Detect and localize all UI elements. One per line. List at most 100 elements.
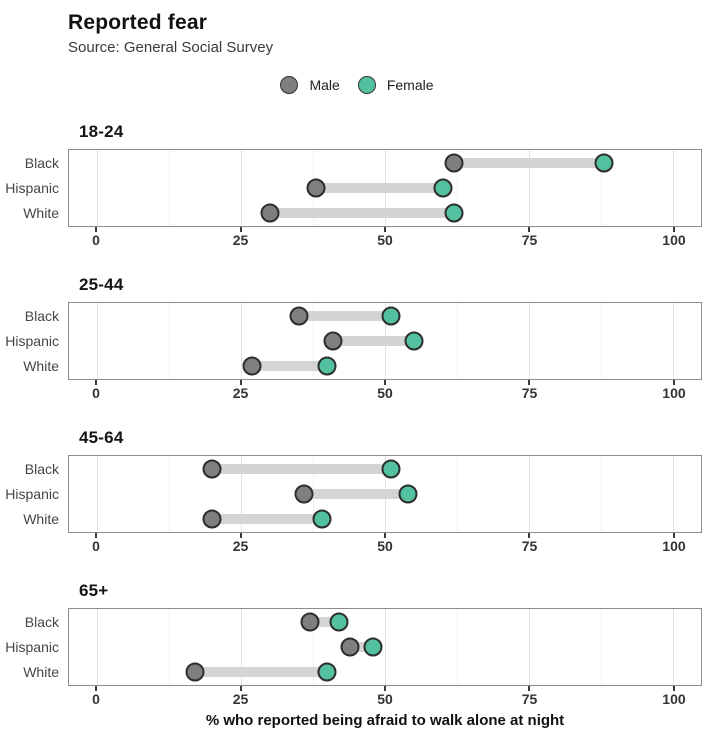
major-gridline (673, 456, 675, 532)
dumbbell-bar (298, 311, 391, 322)
panel (68, 302, 702, 380)
x-tick-mark (384, 533, 386, 538)
x-axis: 0 25 50 75 100 (68, 380, 702, 402)
dumbbell-bar (333, 336, 414, 346)
male-dot (340, 637, 360, 657)
x-axis: 0 25 50 75 100 (68, 227, 702, 249)
y-axis-label: White (23, 511, 59, 528)
x-tick-label: 50 (377, 385, 393, 401)
dumbbell-bar (304, 489, 409, 499)
y-axis-label: White (23, 205, 59, 222)
minor-gridline (168, 150, 170, 226)
x-tick-label: 100 (662, 691, 686, 707)
x-tick-label: 25 (232, 385, 249, 401)
major-gridline (673, 609, 675, 685)
x-axis-title: % who reported being afraid to walk alon… (205, 712, 565, 729)
x-tick-label: 50 (377, 538, 393, 554)
y-axis-label: Black (24, 613, 59, 630)
x-tick-mark (239, 227, 242, 232)
y-axis-label: Black (24, 307, 59, 324)
female-dot (317, 356, 337, 376)
male-dot (289, 306, 309, 326)
male-dot (260, 203, 280, 223)
male-dot (300, 612, 320, 632)
minor-gridline (457, 150, 459, 226)
male-dot (185, 662, 205, 682)
chart-subtitle: Source: General Social Survey (68, 39, 274, 56)
plot-row: Black Hispanic White (0, 149, 714, 227)
facet-block-45-64: 45-64 Black Hispanic White 0 25 50 75 100 (0, 427, 714, 555)
y-axis-label: Hispanic (5, 180, 59, 196)
x-tick-label: 0 (92, 385, 100, 401)
major-gridline (529, 456, 531, 532)
dumbbell-bar (310, 617, 339, 628)
x-tick-mark (384, 380, 386, 385)
x-tick-label: 100 (662, 538, 686, 554)
panel (68, 149, 702, 227)
y-axis-label: Hispanic (5, 333, 59, 349)
x-tick-mark (672, 686, 675, 691)
x-tick-label: 25 (232, 538, 249, 554)
facet-title: 65+ (79, 581, 109, 600)
facet-block-18-24: 18-24 Black Hispanic White 0 25 50 75 100 (0, 121, 714, 249)
plot-row: Black Hispanic White (0, 608, 714, 686)
dumbbell-bar (350, 642, 374, 652)
x-tick-mark (672, 227, 675, 232)
legend-item-female: Female (357, 76, 434, 94)
major-gridline (529, 609, 531, 685)
female-dot (444, 203, 464, 223)
facet-title: 18-24 (79, 122, 124, 141)
male-dot (242, 356, 262, 376)
x-axis: 0 25 50 75 100 (68, 686, 702, 708)
y-axis-labels: Black Hispanic White (0, 608, 68, 686)
x-tick-mark (528, 686, 531, 691)
facet-title: 45-64 (79, 428, 124, 447)
x-tick-label: 0 (92, 691, 100, 707)
x-tick-label: 100 (662, 232, 686, 248)
female-dot (317, 662, 337, 682)
minor-gridline (457, 303, 459, 379)
major-gridline (96, 609, 98, 685)
x-tick-mark (95, 380, 98, 385)
x-tick-mark (672, 380, 675, 385)
legend: Male Female (0, 74, 714, 96)
male-dot (294, 484, 314, 504)
x-tick-mark (95, 533, 98, 538)
minor-gridline (168, 609, 170, 685)
major-gridline (529, 303, 531, 379)
female-dot (594, 153, 614, 173)
female-dot (404, 331, 424, 351)
y-axis-label: Black (24, 154, 59, 171)
minor-gridline (457, 456, 459, 532)
x-tick-mark (384, 686, 386, 691)
legend-item-male: Male (280, 76, 340, 94)
facet-title: 25-44 (79, 275, 124, 294)
facet-block-25-44: 25-44 Black Hispanic White 0 25 50 75 100 (0, 274, 714, 402)
minor-gridline (601, 303, 603, 379)
x-tick-mark (528, 380, 531, 385)
minor-gridline (312, 303, 314, 379)
female-dot (398, 484, 418, 504)
male-dot (444, 153, 464, 173)
x-tick-mark (239, 686, 242, 691)
x-tick-label: 50 (377, 691, 393, 707)
x-tick-mark (528, 533, 531, 538)
x-tick-mark (95, 686, 98, 691)
minor-gridline (457, 609, 459, 685)
y-axis-label: Black (24, 460, 59, 477)
minor-gridline (601, 609, 603, 685)
dumbbell-bar (269, 207, 455, 218)
x-tick-label: 75 (521, 691, 538, 707)
female-dot (312, 509, 332, 529)
x-tick-mark (384, 227, 386, 232)
minor-gridline (601, 150, 603, 226)
major-gridline (240, 609, 242, 685)
major-gridline (240, 303, 242, 379)
y-axis-label: White (23, 664, 59, 681)
dumbbell-bar (194, 666, 328, 677)
legend-label: Male (309, 77, 340, 93)
x-tick-label: 25 (232, 232, 249, 248)
x-axis: 0 25 50 75 100 (68, 533, 702, 555)
x-tick-mark (239, 380, 242, 385)
